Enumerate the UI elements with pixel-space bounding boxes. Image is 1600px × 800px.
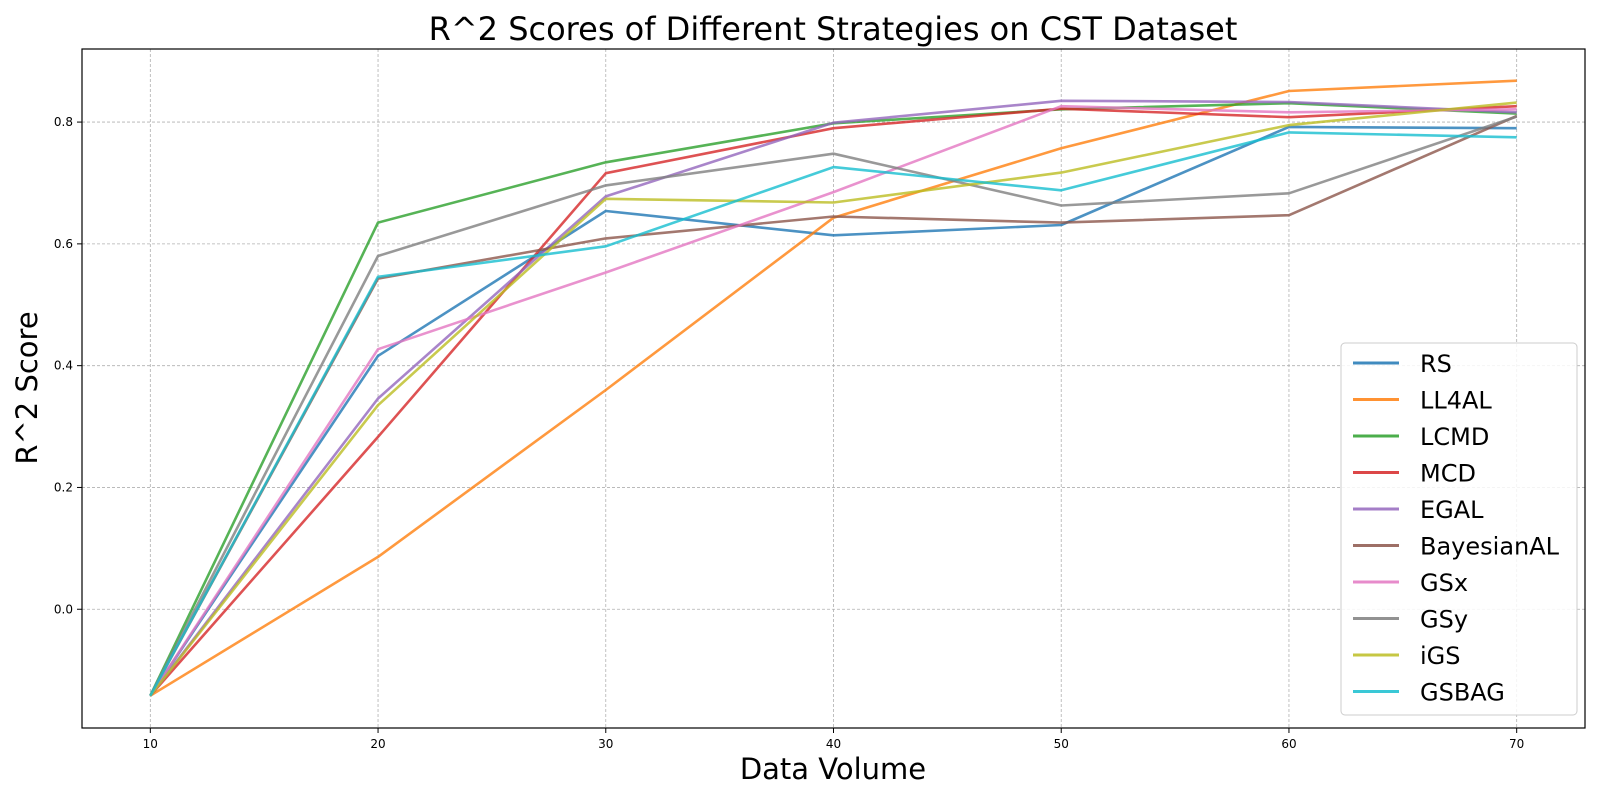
x-tick-label: 40 — [826, 737, 841, 751]
legend: RS LL4AL LCMD MCD EGAL BayesianAL GSx GSy iGS GSB… — [1340, 342, 1578, 716]
legend-label: iGS — [1420, 642, 1461, 670]
legend-label: GSBAG — [1420, 679, 1505, 707]
series-line-gsbag — [149, 131, 1517, 697]
x-tick-label: 60 — [1281, 737, 1296, 751]
legend-label: LCMD — [1420, 423, 1489, 451]
legend-label: RS — [1420, 350, 1452, 378]
x-tick-label: 20 — [370, 737, 385, 751]
legend-box — [1340, 342, 1578, 716]
chart-title: R^2 Scores of Different Strategies on CS… — [429, 10, 1238, 48]
series-lines — [149, 79, 1518, 697]
legend-label: EGAL — [1420, 496, 1484, 524]
legend-label: GSx — [1420, 569, 1468, 597]
x-axis-label: Data Volume — [740, 752, 926, 786]
series-line-igs — [149, 101, 1517, 697]
series-line-gsy — [149, 115, 1518, 697]
y-axis-label: R^2 Score — [10, 311, 44, 464]
y-tick-label: 0.4 — [54, 359, 73, 373]
series-line-egal — [149, 99, 1517, 697]
x-tick-label: 30 — [598, 737, 613, 751]
legend-label: GSy — [1420, 606, 1468, 634]
y-tick-label: 0.6 — [54, 237, 73, 251]
axis-ticks: 10 20 30 40 50 60 70 0.0 0.2 0.4 0.6 0.8 — [54, 115, 1524, 751]
x-tick-label: 10 — [143, 737, 158, 751]
series-line-mcd — [149, 104, 1517, 697]
x-tick-label: 70 — [1509, 737, 1524, 751]
series-line-rs — [149, 125, 1517, 697]
legend-label: BayesianAL — [1420, 533, 1560, 561]
x-tick-label: 50 — [1054, 737, 1069, 751]
legend-label: MCD — [1420, 460, 1476, 488]
y-tick-label: 0.2 — [54, 480, 73, 494]
y-tick-label: 0.0 — [54, 602, 73, 616]
series-line-gsx — [149, 104, 1517, 697]
y-tick-label: 0.8 — [54, 115, 73, 129]
legend-label: LL4AL — [1420, 387, 1492, 415]
